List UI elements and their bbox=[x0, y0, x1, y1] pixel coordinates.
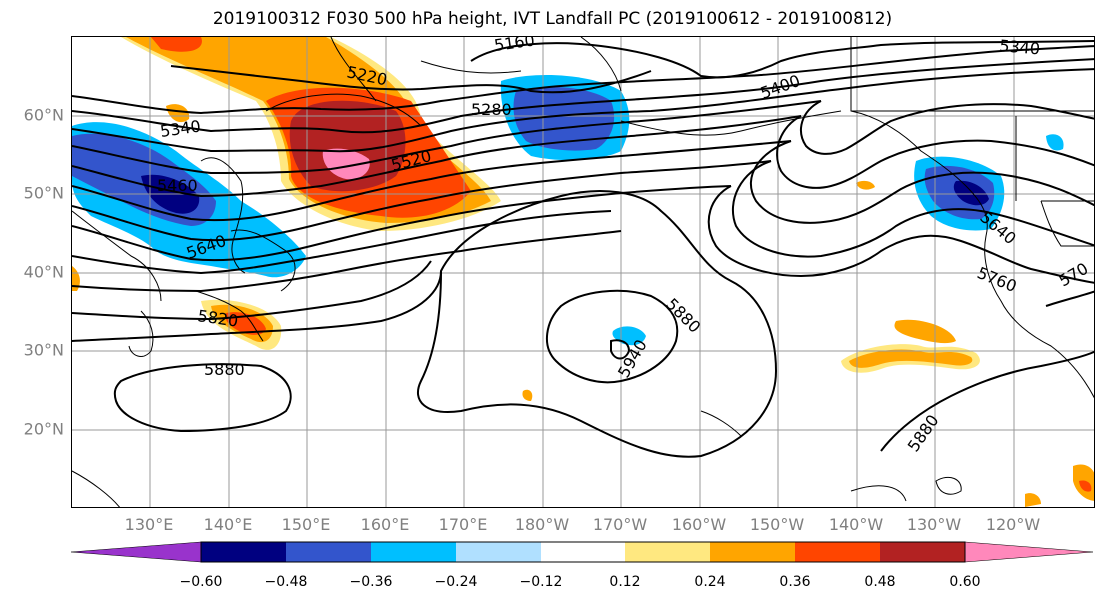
lat-label-20n: 20°N bbox=[23, 419, 64, 439]
negative-anomaly-region bbox=[1046, 134, 1064, 151]
lon-label-150w: 150°W bbox=[749, 515, 805, 534]
lon-label-180w: 180°W bbox=[514, 515, 570, 534]
colorbar-tick: −0.36 bbox=[349, 574, 393, 590]
positive-anomaly-region bbox=[1025, 493, 1041, 507]
positive-anomaly-region bbox=[894, 319, 956, 344]
colorbar-tick: 0.36 bbox=[779, 574, 811, 590]
colorbar-extend-high bbox=[964, 541, 1094, 563]
lat-label-30n: 30°N bbox=[23, 340, 64, 360]
colorbar-bin bbox=[795, 542, 880, 562]
contour-label: 5340 bbox=[999, 37, 1041, 59]
lon-label-130w: 130°W bbox=[906, 515, 962, 534]
colorbar-tick: 0.12 bbox=[609, 574, 641, 590]
lon-label-150e: 150°E bbox=[281, 515, 331, 534]
colorbar-tick: 0.60 bbox=[949, 574, 981, 590]
colorbar-tick: 0.48 bbox=[864, 574, 896, 590]
map-panel: 5160 5220 5280 5340 5400 5460 5520 5640 … bbox=[71, 36, 1095, 508]
lon-label-120w: 120°W bbox=[985, 515, 1041, 534]
colorbar-bin bbox=[371, 542, 456, 562]
contour-label: 5760 bbox=[975, 263, 1020, 296]
contour-label: 5160 bbox=[493, 37, 536, 55]
positive-anomaly-region bbox=[289, 100, 406, 192]
colorbar-tick: −0.24 bbox=[434, 574, 478, 590]
colorbar-bin bbox=[880, 542, 965, 562]
lat-label-50n: 50°N bbox=[23, 183, 64, 203]
negative-anomaly-region bbox=[953, 180, 989, 206]
colorbar-bin bbox=[286, 542, 371, 562]
contour-label: 5880 bbox=[662, 294, 704, 336]
positive-anomaly-region bbox=[1079, 480, 1092, 492]
colorbar-bin bbox=[710, 542, 795, 562]
colorbar-tick: −0.12 bbox=[519, 574, 563, 590]
lon-label-160w: 160°W bbox=[671, 515, 727, 534]
colorbar-tick: 0.24 bbox=[694, 574, 726, 590]
colorbar-bin bbox=[625, 542, 710, 562]
positive-anomaly-region bbox=[522, 389, 533, 401]
coastlines bbox=[72, 37, 1094, 507]
figure-title: 2019100312 F030 500 hPa height, IVT Land… bbox=[212, 9, 893, 29]
colorbar-tick: −0.48 bbox=[264, 574, 308, 590]
colorbar-tick: −0.60 bbox=[179, 574, 223, 590]
positive-anomaly-region bbox=[856, 180, 875, 190]
positive-anomaly-region bbox=[849, 349, 973, 368]
contour-label: 570 bbox=[1056, 259, 1092, 291]
positive-anomaly-region bbox=[166, 104, 190, 123]
contour-label: 5880 bbox=[904, 411, 943, 455]
colorbar-extend-low bbox=[71, 541, 202, 563]
lon-label-140w: 140°W bbox=[828, 515, 884, 534]
lon-label-160e: 160°E bbox=[360, 515, 410, 534]
lat-label-60n: 60°N bbox=[23, 105, 64, 125]
lon-label-140e: 140°E bbox=[203, 515, 253, 534]
positive-anomaly-region bbox=[322, 148, 370, 180]
contour-label: 5880 bbox=[204, 360, 245, 379]
contour-label: 5280 bbox=[471, 100, 512, 119]
positive-anomaly-region bbox=[72, 266, 80, 291]
lat-label-40n: 40°N bbox=[23, 262, 64, 282]
lon-label-130e: 130°E bbox=[124, 515, 174, 534]
colorbar-bin bbox=[456, 542, 541, 562]
lon-label-170w: 170°W bbox=[592, 515, 648, 534]
height-contours bbox=[72, 40, 1094, 458]
colorbar-bin bbox=[541, 542, 625, 562]
colorbar bbox=[71, 541, 1094, 563]
contour-label: 5460 bbox=[157, 176, 198, 195]
colorbar-bin bbox=[201, 542, 286, 562]
lon-label-170e: 170°E bbox=[438, 515, 488, 534]
map-canvas: 5160 5220 5280 5340 5400 5460 5520 5640 … bbox=[72, 37, 1094, 507]
contour-label: 5340 bbox=[159, 116, 202, 140]
